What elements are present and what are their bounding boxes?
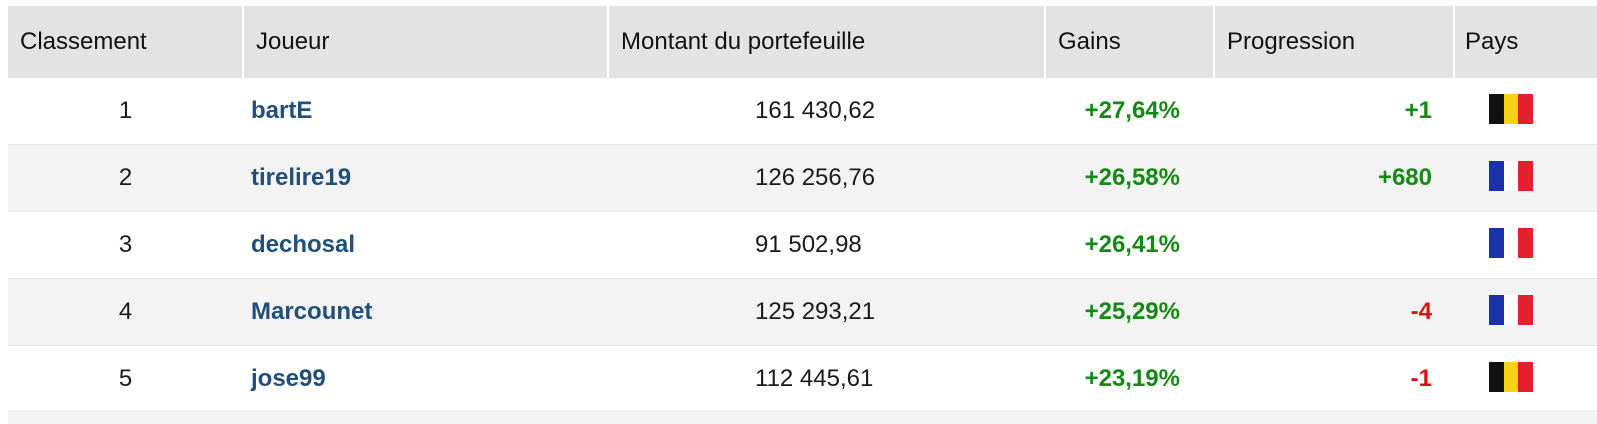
- column-header-country[interactable]: Pays: [1453, 6, 1597, 78]
- player-link[interactable]: jose99: [251, 365, 326, 392]
- country-cell: [1454, 211, 1597, 279]
- player-link[interactable]: tirelire19: [251, 164, 352, 191]
- table-row: 1 bartE 161 430,62 +27,64% +1: [8, 78, 1597, 145]
- belgium-flag-icon: [1489, 362, 1533, 392]
- player-cell: tirelire19: [243, 144, 608, 212]
- flag-stripe: [1489, 295, 1504, 325]
- france-flag-icon: [1489, 161, 1533, 191]
- wallet-amount-cell: 125 293,21: [608, 278, 1045, 346]
- country-cell: [1454, 144, 1597, 212]
- wallet-amount-cell: 112 445,61: [608, 345, 1045, 413]
- wallet-amount-cell: 126 256,76: [608, 144, 1045, 212]
- flag-stripe: [1518, 94, 1533, 124]
- next-row-partial: [8, 410, 1597, 424]
- country-cell: [1454, 78, 1597, 145]
- flag-stripe: [1518, 161, 1533, 191]
- flag-stripe: [1489, 94, 1504, 124]
- rank-cell: 2: [8, 144, 243, 212]
- flag-stripe: [1503, 228, 1519, 258]
- progression-cell: [1214, 211, 1454, 279]
- gains-cell: +26,58%: [1045, 144, 1214, 212]
- flag-stripe: [1503, 295, 1519, 325]
- flag-stripe: [1489, 161, 1504, 191]
- rank-cell: 4: [8, 278, 243, 346]
- wallet-amount-cell: 91 502,98: [608, 211, 1045, 279]
- progression-cell: +1: [1214, 78, 1454, 145]
- flag-stripe: [1518, 295, 1533, 325]
- player-link[interactable]: Marcounet: [251, 298, 373, 325]
- ranking-table: Classement Joueur Montant du portefeuill…: [8, 6, 1597, 413]
- gains-cell: +25,29%: [1045, 278, 1214, 346]
- belgium-flag-icon: [1489, 94, 1533, 124]
- rank-cell: 5: [8, 345, 243, 413]
- column-header-progression[interactable]: Progression: [1213, 6, 1454, 78]
- gains-cell: +27,64%: [1045, 78, 1214, 145]
- column-header-player[interactable]: Joueur: [242, 6, 608, 78]
- flag-stripe: [1518, 228, 1533, 258]
- table-header: Classement Joueur Montant du portefeuill…: [8, 6, 1597, 78]
- country-cell: [1454, 278, 1597, 346]
- flag-stripe: [1489, 228, 1504, 258]
- progression-cell: +680: [1214, 144, 1454, 212]
- flag-stripe: [1489, 362, 1504, 392]
- table-row: 5 jose99 112 445,61 +23,19% -1: [8, 345, 1597, 413]
- player-cell: jose99: [243, 345, 608, 413]
- column-header-rank[interactable]: Classement: [8, 6, 243, 78]
- table-row: 3 dechosal 91 502,98 +26,41%: [8, 211, 1597, 279]
- flag-stripe: [1518, 362, 1533, 392]
- player-cell: Marcounet: [243, 278, 608, 346]
- flag-stripe: [1503, 94, 1519, 124]
- table-row: 4 Marcounet 125 293,21 +25,29% -4: [8, 278, 1597, 346]
- player-cell: dechosal: [243, 211, 608, 279]
- rank-cell: 1: [8, 78, 243, 145]
- player-link[interactable]: bartE: [251, 97, 313, 124]
- progression-cell: -4: [1214, 278, 1454, 346]
- header-row: Classement Joueur Montant du portefeuill…: [8, 6, 1597, 78]
- table-body: 1 bartE 161 430,62 +27,64% +1 2 tirelire…: [8, 78, 1597, 413]
- player-cell: bartE: [243, 78, 608, 145]
- france-flag-icon: [1489, 295, 1533, 325]
- column-header-gains[interactable]: Gains: [1044, 6, 1214, 78]
- table-row: 2 tirelire19 126 256,76 +26,58% +680: [8, 144, 1597, 212]
- gains-cell: +23,19%: [1045, 345, 1214, 413]
- progression-cell: -1: [1214, 345, 1454, 413]
- rank-cell: 3: [8, 211, 243, 279]
- france-flag-icon: [1489, 228, 1533, 258]
- flag-stripe: [1503, 161, 1519, 191]
- wallet-amount-cell: 161 430,62: [608, 78, 1045, 145]
- flag-stripe: [1503, 362, 1519, 392]
- country-cell: [1454, 345, 1597, 413]
- player-link[interactable]: dechosal: [251, 231, 356, 258]
- gains-cell: +26,41%: [1045, 211, 1214, 279]
- column-header-wallet[interactable]: Montant du portefeuille: [607, 6, 1045, 78]
